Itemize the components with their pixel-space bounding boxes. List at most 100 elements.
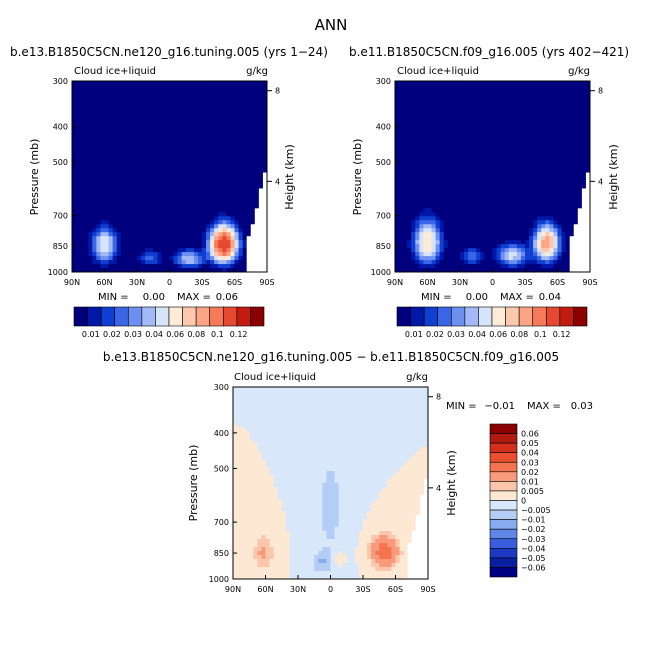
field-cell [399,149,403,153]
field-cell [222,240,226,244]
field-cell [513,137,517,141]
field-cell [145,204,149,208]
field-cell [100,137,104,141]
field-cell [249,563,253,567]
field-cell [509,200,513,204]
field-cell [423,188,427,192]
field-cell [245,531,249,535]
field-cell [247,192,251,196]
field-cell [395,173,399,177]
field-cell [497,141,501,145]
field-cell [230,141,234,145]
field-cell [243,109,247,113]
field-cell [202,153,206,157]
field-cell [444,101,448,105]
field-cell [403,165,407,169]
field-cell [436,224,440,228]
field-cell [76,208,80,212]
field-cell [125,161,129,165]
field-cell [133,240,137,244]
field-cell [202,121,206,125]
field-cell [509,244,513,248]
field-cell [149,188,153,192]
field-cell [399,232,403,236]
field-cell [509,125,513,129]
field-cell [452,236,456,240]
field-cell [395,256,399,260]
field-cell [210,177,214,181]
field-cell [541,133,545,137]
field-cell [541,200,545,204]
field-cell [137,145,141,149]
field-cell [436,113,440,117]
field-cell [96,137,100,141]
field-cell [558,165,562,169]
field-cell [182,173,186,177]
field-cell [562,232,566,236]
field-cell [174,196,178,200]
field-cell [399,204,403,208]
field-cell [243,161,247,165]
field-cell [117,240,121,244]
field-cell [206,149,210,153]
field-cell [484,256,488,260]
field-cell [178,153,182,157]
field-cell [444,200,448,204]
field-cell [241,535,245,539]
field-cell [96,244,100,248]
field-cell [149,204,153,208]
field-cell [243,264,247,268]
field-cell [194,232,198,236]
field-cell [562,180,566,184]
field-cell [222,244,226,248]
field-cell [558,89,562,93]
field-cell [210,220,214,224]
field-cell [218,188,222,192]
field-cell [137,141,141,145]
field-mask-cell [251,264,255,268]
field-cell [419,125,423,129]
field-cell [202,157,206,161]
field-cell [245,507,249,511]
panel-1-units: g/kg [246,66,268,77]
field-cell [125,101,129,105]
field-cell [558,196,562,200]
colorbar-label: 0.01 [405,330,423,339]
field-cell [460,204,464,208]
field-cell [194,85,198,89]
field-cell [182,165,186,169]
field-cell [452,129,456,133]
field-cell [468,145,472,149]
field-cell [545,161,549,165]
field-cell [468,256,472,260]
field-cell [241,567,245,571]
field-cell [141,145,145,149]
field-cell [170,188,174,192]
field-cell [245,423,249,427]
field-cell [403,180,407,184]
field-cell [472,117,476,121]
field-cell [153,240,157,244]
field-cell [186,177,190,181]
field-cell [480,236,484,240]
field-cell [245,467,249,471]
field-cell [245,527,249,531]
field-cell [233,503,237,507]
x-tick-label: 60S [550,278,565,287]
field-cell [533,256,537,260]
field-cell [537,204,541,208]
field-cell [452,173,456,177]
field-cell [186,97,190,101]
field-cell [105,157,109,161]
field-cell [137,264,141,268]
field-cell [488,149,492,153]
field-cell [255,157,259,161]
field-cell [582,184,586,188]
field-cell [165,97,169,101]
field-cell [537,180,541,184]
field-cell [88,188,92,192]
field-cell [117,220,121,224]
field-cell [243,177,247,181]
field-cell [513,220,517,224]
field-cell [230,196,234,200]
